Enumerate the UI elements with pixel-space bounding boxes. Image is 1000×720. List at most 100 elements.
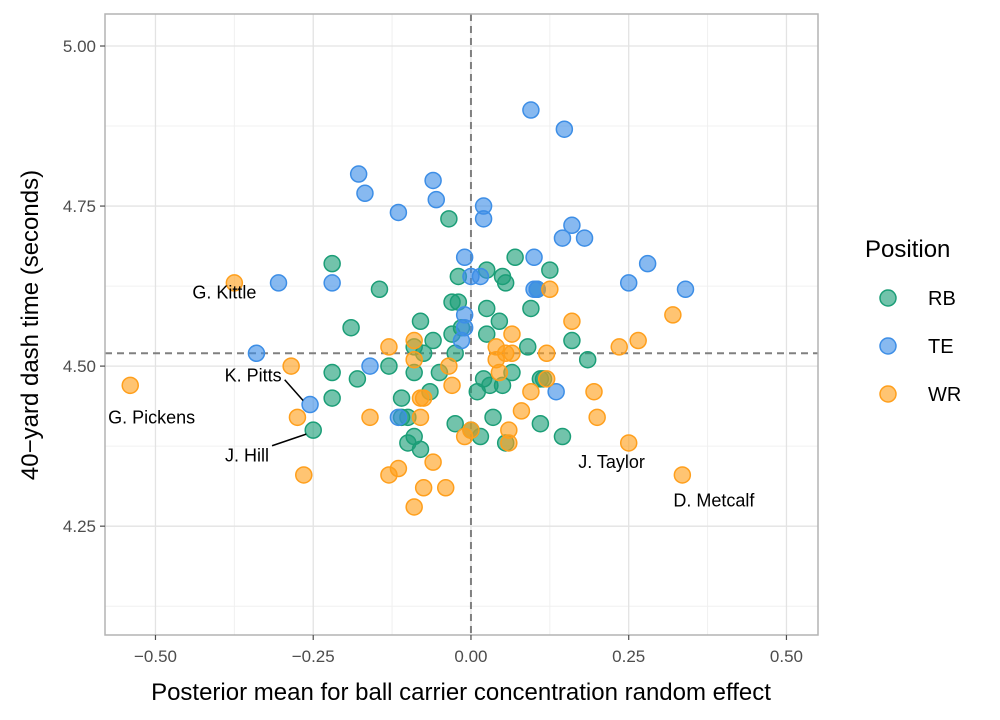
point-rb	[392, 389, 411, 407]
point-rb	[440, 210, 458, 228]
point-wr	[380, 338, 398, 356]
point-wr	[462, 421, 480, 439]
point-te	[575, 229, 594, 247]
point-rb	[484, 408, 502, 427]
point-te	[638, 254, 657, 273]
point-te	[269, 274, 288, 292]
point-te	[424, 171, 442, 190]
point-te	[301, 395, 319, 414]
point-te	[555, 120, 574, 138]
point-wr	[537, 370, 556, 388]
point-wr	[512, 402, 531, 420]
x-axis-title: Posterior mean for ball carrier concentr…	[151, 679, 771, 706]
point-rb	[411, 312, 430, 331]
point-rb	[493, 267, 512, 286]
point-wr	[361, 408, 379, 427]
point-rb	[563, 331, 581, 350]
point-rb	[323, 389, 341, 407]
point-wr	[411, 408, 430, 427]
point-rb	[424, 331, 442, 350]
point-rb	[578, 350, 597, 369]
point-wr	[500, 434, 518, 452]
point-wr	[673, 466, 692, 484]
point-wr	[405, 331, 423, 350]
point-wr	[436, 479, 455, 497]
x-tick-labels: −0.50 −0.25 0.00 0.25 0.50	[134, 635, 803, 666]
x-tick-label: 0.50	[770, 647, 803, 666]
point-wr	[121, 376, 139, 395]
point-te	[547, 382, 565, 401]
legend-label-rb: RB	[928, 288, 956, 310]
point-rb	[380, 357, 398, 375]
point-wr	[282, 357, 300, 375]
x-tick-label: 0.25	[612, 647, 645, 666]
legend-title: Position	[865, 236, 950, 263]
point-te	[389, 203, 408, 222]
point-te	[247, 344, 266, 363]
annotation-label: G. Kittle	[192, 282, 256, 302]
point-te	[323, 274, 341, 292]
point-annotations: G. Kittle K. Pitts G. Pickens J. Hill J. Tay…	[108, 282, 755, 510]
point-wr	[541, 280, 559, 299]
legend-key-rb	[879, 289, 897, 307]
point-wr	[288, 408, 307, 427]
y-axis-title: 40−yard dash time (seconds)	[17, 170, 44, 480]
point-wr	[225, 274, 244, 292]
legend-key-te	[879, 337, 897, 355]
y-tick-label: 5.00	[63, 37, 96, 56]
y-tick-label: 4.75	[63, 197, 96, 216]
y-tick-label: 4.50	[63, 357, 96, 376]
reference-lines	[105, 14, 818, 635]
point-rb	[446, 414, 464, 433]
point-wr	[664, 306, 682, 324]
point-rb	[477, 325, 496, 343]
data-points	[121, 101, 695, 516]
legend: Position RB TE WR	[865, 236, 961, 406]
point-rb	[411, 440, 430, 459]
point-wr	[443, 376, 461, 395]
x-tick-label: 0.00	[454, 647, 487, 666]
point-te	[619, 274, 638, 292]
point-rb	[477, 299, 496, 318]
point-te	[525, 248, 543, 267]
point-te	[427, 190, 446, 209]
point-rb	[531, 414, 550, 433]
point-te	[455, 248, 474, 267]
point-te	[349, 165, 368, 183]
point-wr	[414, 479, 433, 497]
point-te	[676, 280, 695, 299]
point-wr	[389, 459, 408, 478]
point-wr	[588, 408, 606, 427]
y-tick-labels: 4.25 4.50 4.75 5.00	[63, 37, 105, 536]
annotation-leader	[271, 433, 307, 447]
point-wr	[619, 434, 638, 452]
point-te	[471, 267, 490, 286]
annotation-label: G. Pickens	[108, 407, 195, 427]
point-rb	[553, 427, 572, 446]
point-te	[553, 229, 572, 247]
point-rb	[490, 312, 509, 331]
point-te	[361, 357, 379, 375]
point-wr	[585, 382, 603, 401]
point-te	[522, 101, 540, 119]
plot-border	[104, 13, 819, 636]
point-rb	[541, 261, 559, 279]
point-rb	[342, 318, 360, 337]
point-wr	[414, 389, 433, 407]
point-rb	[522, 299, 540, 318]
point-te	[389, 408, 408, 427]
annotation-label: J. Hill	[225, 446, 269, 466]
point-rb	[348, 370, 367, 388]
point-te	[474, 210, 493, 228]
point-wr	[424, 453, 442, 471]
point-rb	[506, 248, 524, 267]
point-wr	[522, 382, 540, 401]
point-wr	[629, 331, 647, 350]
point-rb	[323, 363, 341, 382]
point-wr	[537, 344, 556, 363]
point-wr	[610, 338, 628, 356]
point-rb	[519, 338, 537, 356]
point-wr	[503, 344, 521, 363]
point-wr	[440, 357, 458, 375]
point-te	[452, 331, 471, 350]
